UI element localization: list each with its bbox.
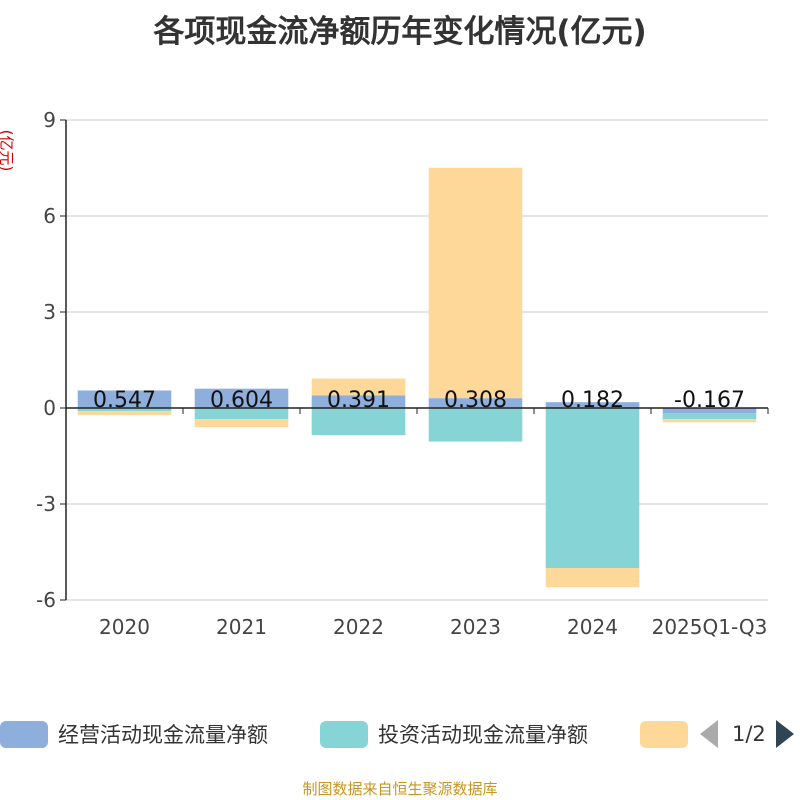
x-tick-label: 2023	[450, 615, 501, 639]
legend-swatch-operating	[0, 720, 48, 748]
x-tick-label: 2020	[99, 615, 150, 639]
bar-investing-2022	[311, 408, 406, 436]
bar-investing-2024	[545, 408, 640, 568]
x-tick-label: 2022	[333, 615, 384, 639]
legend-page-indicator: 1/2	[732, 722, 766, 746]
legend-prev-arrow-icon[interactable]	[700, 720, 718, 748]
y-tick-label: 0	[43, 396, 56, 420]
bar-operating-2021	[194, 388, 289, 408]
legend-label-operating: 经营活动现金流量净额	[58, 723, 268, 747]
y-tick-label: 6	[43, 204, 56, 228]
legend-label-investing: 投资活动现金流量净额	[378, 723, 588, 747]
bar-investing-2020	[77, 408, 172, 412]
bar-financing-2020	[77, 411, 172, 416]
data-label-2023: 0.308	[444, 388, 507, 413]
x-tick-label: 2021	[216, 615, 267, 639]
grid-lines	[66, 119, 768, 601]
y-tick-label: 9	[43, 108, 56, 132]
y-tick-label: -6	[36, 588, 56, 612]
bar-financing-2024	[545, 568, 640, 588]
bar-financing-2021	[194, 419, 289, 428]
y-tick-label: 3	[43, 300, 56, 324]
bar-operating-2025Q1-Q3	[662, 408, 757, 414]
bar-financing-2023	[428, 167, 523, 399]
legend-next-arrow-icon[interactable]	[775, 720, 794, 748]
legend-swatch-investing	[320, 720, 368, 748]
bar-investing-2021	[194, 408, 289, 420]
data-labels: 0.547 0.604 0.391 0.308 0.182 -0.167	[93, 388, 745, 413]
legend-item-operating[interactable]: 经营活动现金流量净额	[0, 718, 268, 750]
data-label-2022: 0.391	[327, 388, 390, 413]
data-label-2021: 0.604	[210, 388, 273, 413]
bar-financing-2025Q1-Q3	[662, 419, 757, 423]
data-label-2024: 0.182	[561, 388, 624, 413]
chart-title: 各项现金流净额历年变化情况(亿元)	[153, 14, 647, 50]
bars	[77, 167, 757, 588]
y-tick-label: -3	[36, 492, 56, 516]
bar-investing-2023	[428, 408, 523, 442]
legend-swatch-financing	[640, 720, 688, 748]
bar-operating-2020	[77, 390, 172, 408]
legend: 经营活动现金流量净额 投资活动现金流量净额 1/2	[0, 714, 800, 754]
legend-pager: 1/2	[700, 718, 794, 750]
bar-operating-2023	[428, 398, 523, 408]
data-label-2020: 0.547	[93, 388, 156, 413]
bar-operating-2022	[311, 395, 406, 408]
x-tick-label: 2025Q1-Q3	[652, 615, 768, 639]
bar-operating-2024	[545, 402, 640, 408]
bar-chart: -6 -3 0 3 6 9 2020 2021 2022 2023 2024 2025Q1-Q3 0.…	[36, 108, 769, 639]
legend-item-investing[interactable]: 投资活动现金流量净额	[320, 718, 588, 750]
legend-item-financing[interactable]	[640, 718, 688, 750]
bar-financing-2022	[311, 378, 406, 396]
bar-investing-2025Q1-Q3	[662, 413, 757, 420]
x-tick-label: 2024	[567, 615, 618, 639]
data-source-note: 制图数据来自恒生聚源数据库	[302, 780, 498, 798]
data-label-2025Q1-Q3: -0.167	[674, 388, 745, 413]
axes: -6 -3 0 3 6 9 2020 2021 2022 2023 2024 2025Q1-Q3	[36, 108, 769, 639]
